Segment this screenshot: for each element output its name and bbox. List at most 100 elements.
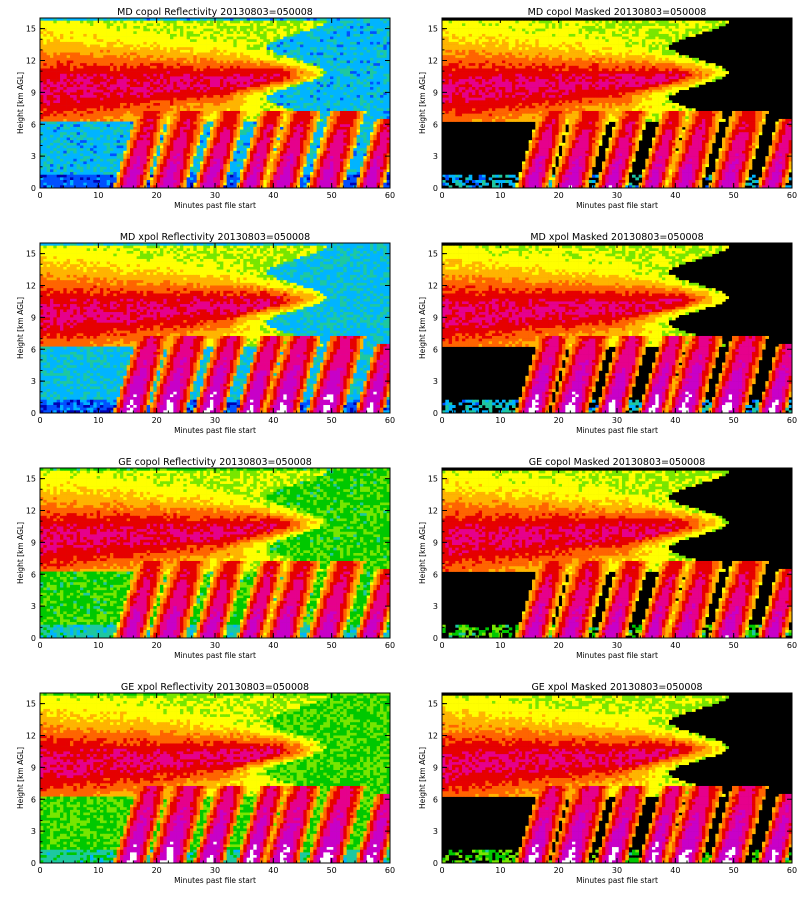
heatmap-cell bbox=[260, 50, 264, 53]
heatmap-cell bbox=[243, 108, 247, 111]
heatmap-cell bbox=[117, 61, 121, 64]
heatmap-cell bbox=[257, 108, 261, 111]
heatmap-cell bbox=[180, 61, 184, 64]
heatmap-cell bbox=[287, 45, 291, 48]
heatmap-cell bbox=[193, 58, 197, 61]
heatmap-cell bbox=[167, 79, 171, 82]
heatmap-cell bbox=[150, 55, 154, 58]
heatmap-cell bbox=[143, 23, 147, 26]
heatmap-cell bbox=[123, 55, 127, 58]
heatmap-cell bbox=[70, 108, 74, 111]
heatmap-cell bbox=[120, 26, 124, 29]
heatmap-cell bbox=[143, 26, 147, 29]
heatmap-cell bbox=[330, 98, 334, 101]
heatmap-cell bbox=[53, 50, 57, 53]
heatmap-cell bbox=[313, 55, 317, 58]
heatmap-cell bbox=[250, 55, 254, 58]
heatmap-cell bbox=[57, 122, 61, 125]
heatmap-cell bbox=[50, 29, 54, 32]
heatmap-cell bbox=[203, 31, 207, 34]
heatmap-cell bbox=[303, 124, 307, 127]
heatmap-cell bbox=[140, 95, 144, 98]
heatmap-cell bbox=[90, 106, 94, 109]
heatmap-cell bbox=[237, 124, 241, 127]
heatmap-cell bbox=[173, 98, 177, 101]
heatmap-cell bbox=[210, 114, 214, 117]
heatmap-cell bbox=[383, 50, 387, 53]
heatmap-cell bbox=[297, 124, 301, 127]
heatmap-cell bbox=[373, 71, 377, 74]
heatmap-cell bbox=[73, 95, 77, 98]
heatmap-cell bbox=[240, 66, 244, 69]
heatmap-cell bbox=[57, 47, 61, 50]
heatmap-cell bbox=[153, 42, 157, 45]
heatmap-cell bbox=[100, 37, 104, 40]
heatmap-cell bbox=[377, 106, 381, 109]
heatmap-cell bbox=[40, 42, 44, 45]
heatmap-cell bbox=[363, 127, 367, 130]
heatmap-cell bbox=[160, 114, 164, 117]
heatmap-cell bbox=[50, 103, 54, 106]
heatmap-cell bbox=[263, 100, 267, 103]
heatmap-cell bbox=[107, 111, 111, 114]
heatmap-cell bbox=[137, 108, 141, 111]
heatmap-cell bbox=[147, 21, 151, 24]
heatmap-cell bbox=[150, 23, 154, 26]
heatmap-cell bbox=[340, 71, 344, 74]
heatmap-cell bbox=[260, 127, 264, 130]
heatmap-cell bbox=[143, 63, 147, 66]
heatmap-cell bbox=[190, 31, 194, 34]
heatmap-cell bbox=[150, 39, 154, 42]
heatmap-cell bbox=[273, 26, 277, 29]
heatmap-cell bbox=[90, 127, 94, 130]
heatmap-cell bbox=[170, 95, 174, 98]
heatmap-cell bbox=[297, 90, 301, 93]
heatmap-cell bbox=[273, 108, 277, 111]
heatmap-cell bbox=[43, 42, 47, 45]
heatmap-cell bbox=[290, 79, 294, 82]
heatmap-cell bbox=[140, 47, 144, 50]
heatmap-cell bbox=[293, 21, 297, 24]
heatmap-cell bbox=[270, 50, 274, 53]
heatmap-cell bbox=[210, 127, 214, 130]
heatmap-cell bbox=[323, 26, 327, 29]
heatmap-cell bbox=[353, 76, 357, 79]
heatmap-cell bbox=[293, 47, 297, 50]
heatmap-cell bbox=[247, 21, 251, 24]
heatmap-cell bbox=[190, 61, 194, 64]
heatmap-cell bbox=[97, 90, 101, 93]
heatmap-cell bbox=[160, 122, 164, 125]
heatmap-cell bbox=[333, 23, 337, 26]
heatmap-cell bbox=[140, 76, 144, 79]
heatmap-cell bbox=[63, 119, 67, 122]
heatmap-cell bbox=[260, 108, 264, 111]
heatmap-cell bbox=[213, 76, 217, 79]
heatmap-cell bbox=[113, 66, 117, 69]
heatmap-cell bbox=[250, 66, 254, 69]
heatmap-cell bbox=[130, 90, 134, 93]
heatmap-cell bbox=[320, 47, 324, 50]
heatmap-cell bbox=[363, 58, 367, 61]
heatmap-cell bbox=[367, 71, 371, 74]
heatmap-cell bbox=[290, 61, 294, 64]
heatmap-cell bbox=[257, 114, 261, 117]
heatmap-cell bbox=[93, 84, 97, 87]
heatmap-cell bbox=[43, 34, 47, 37]
heatmap-cell bbox=[373, 50, 377, 53]
heatmap-cell bbox=[117, 71, 121, 74]
heatmap-cell bbox=[53, 53, 57, 56]
heatmap-cell bbox=[200, 58, 204, 61]
heatmap-cell bbox=[313, 42, 317, 45]
heatmap-cell bbox=[240, 103, 244, 106]
heatmap-cell bbox=[60, 100, 64, 103]
heatmap-cell bbox=[247, 74, 251, 77]
heatmap-cell bbox=[370, 71, 374, 74]
heatmap-cell bbox=[313, 53, 317, 56]
heatmap-cell bbox=[140, 37, 144, 40]
heatmap-cell bbox=[173, 103, 177, 106]
heatmap-cell bbox=[340, 108, 344, 111]
heatmap-cell bbox=[383, 68, 387, 71]
heatmap-cell bbox=[357, 92, 361, 95]
heatmap-cell bbox=[333, 50, 337, 53]
heatmap-cell bbox=[353, 100, 357, 103]
